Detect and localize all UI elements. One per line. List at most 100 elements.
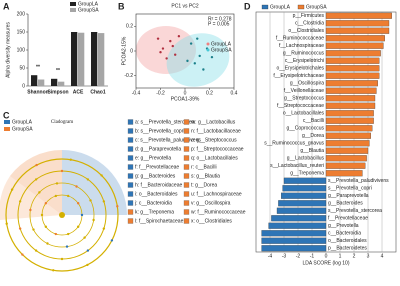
clade-wedge (62, 150, 127, 215)
taxon-swatch (127, 209, 134, 215)
bar (261, 237, 327, 244)
x-tick-label: 2 (353, 253, 356, 259)
ring (29, 182, 95, 248)
y-tick-label: 0 (22, 83, 25, 89)
tree-node (102, 200, 106, 203)
taxon-swatch (127, 137, 134, 143)
legend-label: GroupLA (12, 119, 33, 125)
annotation: P = 0.005 (208, 21, 230, 27)
taxon-label: m: g__Lactobacillus (191, 119, 236, 125)
bar (325, 125, 373, 132)
chart-title: PC1 vs PC2 (171, 3, 198, 9)
point (193, 62, 196, 65)
tree-node (5, 222, 8, 225)
taxon-label: u: f__Lachnospiraceae (191, 191, 242, 197)
point (198, 54, 201, 58)
x-tick-label: Shannon (27, 89, 48, 95)
bar (282, 185, 327, 192)
tree-node (76, 225, 80, 228)
tree-node (66, 194, 70, 198)
category-label: f__Ruminococcaceae (276, 36, 324, 42)
bar (58, 81, 65, 86)
category-label: p__Bacteroidetes (328, 246, 367, 252)
bar (325, 20, 390, 27)
category-label: c__Bacteroidia (328, 231, 361, 237)
tree-node (52, 269, 55, 272)
bar (325, 72, 380, 79)
tree-node (60, 169, 64, 173)
confidence-ellipse (166, 33, 230, 87)
bar (91, 32, 98, 86)
bar (325, 80, 378, 87)
x-tick-label: -3 (282, 253, 287, 259)
legend-swatch (297, 4, 305, 10)
tree-node (80, 213, 84, 217)
tree-node (60, 257, 64, 261)
bar (325, 65, 380, 72)
tree-node (102, 227, 106, 230)
tree-node (89, 199, 92, 202)
legend-label: GroupLA (270, 4, 291, 10)
taxon-label: r: c__Bacilli (191, 164, 217, 170)
tree-node (18, 227, 22, 230)
taxon-swatch (127, 119, 134, 125)
x-tick-label: 0 (184, 90, 187, 96)
clade-wedge (0, 176, 62, 220)
x-tick-label: 3 (367, 253, 370, 259)
category-label: o__Erysipelotrichales (276, 66, 324, 72)
bar (261, 230, 327, 237)
category-label: g__Coprococcus (286, 126, 324, 132)
x-tick-label: 1 (339, 253, 342, 259)
bar (38, 79, 45, 86)
taxon-swatch (183, 218, 190, 224)
bar (325, 42, 384, 49)
legend-swatch (70, 2, 76, 6)
ring (5, 158, 119, 272)
x-axis-label: PCOA1-39% (171, 96, 200, 102)
tree-node (66, 232, 70, 236)
taxon-swatch (127, 128, 134, 134)
bar (325, 140, 370, 147)
bar (71, 32, 78, 86)
significance-mark: ** (36, 65, 40, 71)
category-label: g__Ruminococcus (283, 51, 325, 57)
taxon-label: j: c__Bacteroidia (134, 200, 172, 206)
x-tick-label: -0.4 (132, 90, 141, 96)
bar (325, 57, 380, 64)
taxon-swatch (183, 200, 190, 206)
legend-swatch (70, 8, 76, 12)
tree-node (83, 236, 86, 239)
bar (276, 207, 327, 214)
taxon-label: p: f__Streptococcaceae (191, 146, 244, 152)
bar (98, 33, 105, 86)
category-label: p__Firmicutes (293, 13, 325, 19)
x-tick-label: 0.2 (206, 90, 213, 96)
taxon-swatch (183, 173, 190, 179)
category-label: o__Clostridiales (288, 28, 324, 34)
point (165, 57, 168, 60)
tree-node (18, 200, 22, 203)
taxon-label: g: g__Bacteroides (135, 173, 176, 179)
category-label: f__Prevotellaceae (328, 216, 368, 222)
legend-label: GroupSA (306, 4, 327, 10)
taxon-label: d: g__Paraprevotella (135, 146, 181, 152)
legend-label: GroupSA (78, 7, 99, 13)
point (189, 42, 193, 45)
taxon-label: t: g__Dorea (191, 182, 217, 188)
x-tick-label: 0.4 (231, 90, 238, 96)
tree-node (44, 202, 48, 205)
bar (278, 200, 327, 207)
point (159, 51, 162, 54)
point (186, 59, 189, 63)
category-label: c__Bacilli (303, 118, 324, 124)
cladogram-title: Cladogram (51, 120, 73, 125)
category-label: g__Bacteroides (328, 201, 363, 207)
taxon-label: q: o__Lactobacillales (191, 155, 238, 161)
category-label: g__Lactobacillus (287, 156, 325, 162)
taxon-swatch (127, 146, 134, 152)
bar (325, 12, 392, 19)
taxon-swatch (183, 209, 190, 215)
tree-node (100, 174, 103, 177)
x-tick-label: ACE (73, 89, 84, 95)
